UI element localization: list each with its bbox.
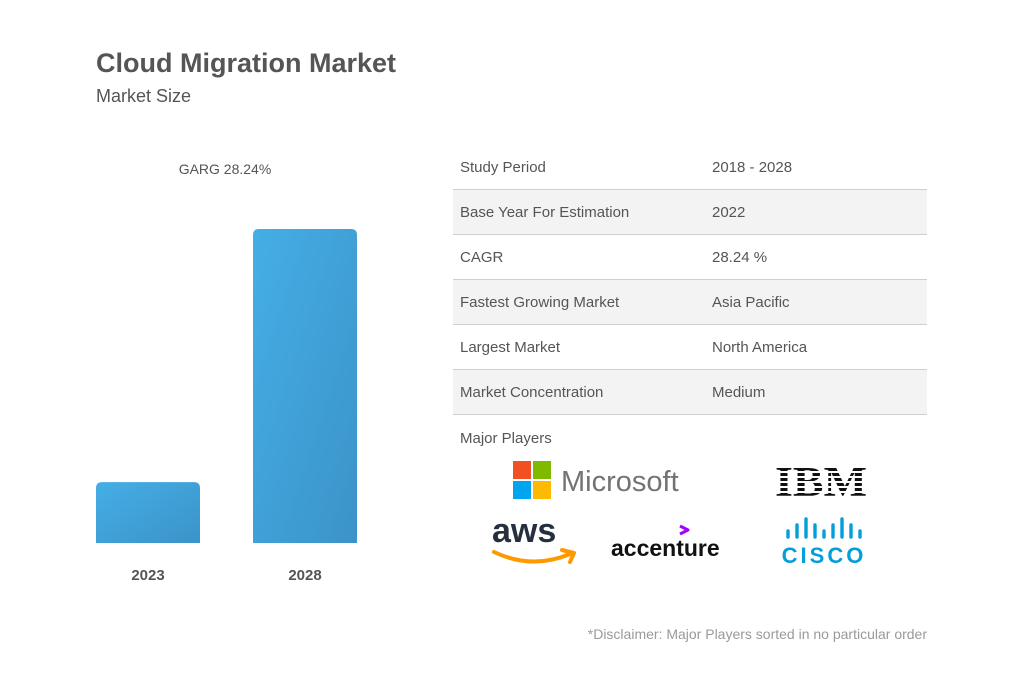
stats-label: Market Concentration <box>453 369 705 415</box>
ibm-logo: IBM <box>773 458 869 506</box>
chart-title: Cloud Migration Market <box>96 48 397 78</box>
microsoft-logo-text: Microsoft <box>561 466 679 498</box>
aws-logo-text: aws <box>492 512 556 550</box>
aws-logo: aws <box>490 512 580 570</box>
stats-row: Market Concentration Medium <box>453 369 927 415</box>
x-tick-label: 2023 <box>131 567 164 584</box>
bar-2028 <box>253 229 357 543</box>
stats-label: CAGR <box>453 234 705 280</box>
stats-value: 2018 - 2028 <box>705 145 927 190</box>
stats-label: Study Period <box>453 145 705 190</box>
stats-value: Asia Pacific <box>705 279 927 325</box>
x-tick-label: 2028 <box>288 567 321 584</box>
market-stats-table: Study Period 2018 - 2028 Base Year For Est… <box>453 145 927 415</box>
chart-subtitle: Market Size <box>96 86 192 106</box>
stats-row: CAGR 28.24 % <box>453 234 927 280</box>
stats-label: Fastest Growing Market <box>453 279 705 325</box>
microsoft-logo: Microsoft <box>513 458 698 502</box>
stats-value: Medium <box>705 369 927 415</box>
accenture-logo: accenture <box>610 522 736 562</box>
cisco-logo: cisco <box>780 515 876 568</box>
accenture-logo-text: accenture <box>611 535 720 561</box>
stats-label: Base Year For Estimation <box>453 189 705 235</box>
cagr-annotation: GARG 28.24% <box>179 161 272 177</box>
stats-row: Fastest Growing Market Asia Pacific <box>453 279 927 325</box>
market-size-chart: GARG 28.24% 2023 2028 <box>60 150 420 600</box>
bar-chart-canvas: GARG 28.24% 2023 2028 <box>96 161 357 584</box>
stats-row: Study Period 2018 - 2028 <box>453 145 927 190</box>
disclaimer-text: *Disclaimer: Major Players sorted in no … <box>587 626 927 642</box>
cisco-logo-text: cisco <box>782 543 867 567</box>
stats-value: North America <box>705 324 927 370</box>
bar-2023 <box>96 482 200 543</box>
stats-row: Largest Market North America <box>453 324 927 370</box>
stats-label: Largest Market <box>453 324 705 370</box>
stats-value: 28.24 % <box>705 234 927 280</box>
major-players-heading: Major Players <box>460 430 552 447</box>
stats-row: Base Year For Estimation 2022 <box>453 189 927 235</box>
stats-value: 2022 <box>705 189 927 235</box>
